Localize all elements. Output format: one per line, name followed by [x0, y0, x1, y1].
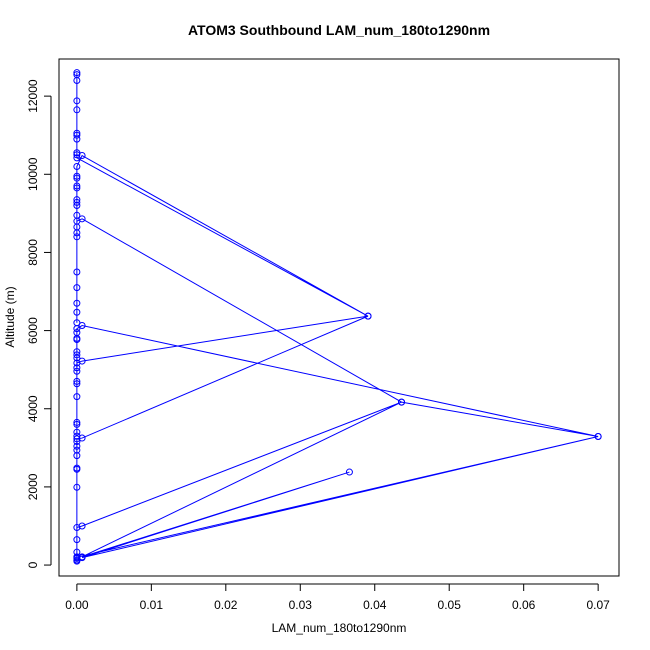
data-point: [73, 393, 81, 401]
data-point: [73, 351, 81, 359]
data-point: [594, 432, 602, 440]
chart-title: ATOM3 Southbound LAM_num_180to1290nm: [188, 22, 490, 38]
data-point: [73, 536, 81, 544]
data-point: [73, 184, 81, 192]
y-tick-label: 8000: [26, 239, 40, 266]
data-point: [73, 359, 81, 367]
data-point: [73, 97, 81, 105]
data-point: [73, 380, 81, 388]
x-tick-label: 0.03: [289, 598, 313, 612]
data-point: [73, 198, 81, 206]
data-point: [73, 548, 81, 556]
y-tick-label: 6000: [26, 317, 40, 344]
data-point: [73, 420, 81, 428]
data-point: [73, 418, 81, 426]
data-point: [73, 432, 81, 440]
x-axis-label: LAM_num_180to1290nm: [272, 621, 407, 635]
data-point: [73, 442, 81, 450]
data-point: [345, 468, 353, 476]
y-axis: 0 2000 4000 6000 8000 10000 12000: [26, 79, 52, 568]
data-point: [73, 196, 81, 204]
data-point: [78, 322, 86, 330]
data-point: [73, 172, 81, 180]
series-line: [76, 72, 599, 562]
data-point: [73, 553, 81, 561]
data-point: [73, 308, 81, 316]
x-tick-label: 0.02: [214, 598, 238, 612]
data-point: [73, 129, 81, 137]
data-point: [73, 174, 81, 182]
data-point: [73, 435, 81, 443]
x-tick-label: 0.06: [512, 598, 536, 612]
x-tick-label: 0.04: [363, 598, 387, 612]
data-point: [73, 151, 81, 159]
data-point: [73, 284, 81, 292]
x-tick-label: 0.00: [65, 598, 89, 612]
data-point: [73, 211, 81, 219]
data-point: [73, 162, 81, 170]
data-point: [73, 149, 81, 157]
data-point: [73, 348, 81, 356]
data-point: [73, 364, 81, 372]
data-point: [73, 319, 81, 327]
y-tick-label: 10000: [26, 157, 40, 191]
data-point: [73, 182, 81, 190]
data-point: [73, 106, 81, 114]
data-point: [73, 71, 81, 79]
x-tick-label: 0.07: [586, 598, 610, 612]
series-layer: [73, 69, 602, 565]
data-point: [73, 69, 81, 77]
data-point: [78, 554, 86, 562]
data-point: [398, 398, 406, 406]
data-point: [78, 522, 86, 530]
data-point: [73, 154, 81, 162]
data-point: [73, 446, 81, 454]
data-point: [73, 367, 81, 375]
data-point: [73, 329, 81, 337]
x-tick-label: 0.01: [140, 598, 164, 612]
y-axis-label: Altitude (m): [3, 286, 17, 347]
y-tick-label: 0: [26, 561, 40, 568]
data-point: [73, 438, 81, 446]
x-axis: 0.00 0.01 0.02 0.03 0.04 0.05 0.06 0.07: [65, 583, 610, 612]
data-point: [73, 464, 81, 472]
data-point: [73, 233, 81, 241]
data-point: [73, 131, 81, 139]
data-point: [73, 223, 81, 231]
data-point: [73, 483, 81, 491]
data-point: [73, 428, 81, 436]
data-point: [73, 299, 81, 307]
x-tick-label: 0.05: [438, 598, 462, 612]
data-point: [73, 268, 81, 276]
plot-frame: [58, 58, 620, 577]
data-point: [73, 452, 81, 460]
data-point: [73, 377, 81, 385]
y-tick-label: 12000: [26, 79, 40, 113]
data-point: [364, 312, 372, 320]
y-tick-label: 4000: [26, 395, 40, 422]
y-tick-label: 2000: [26, 473, 40, 500]
